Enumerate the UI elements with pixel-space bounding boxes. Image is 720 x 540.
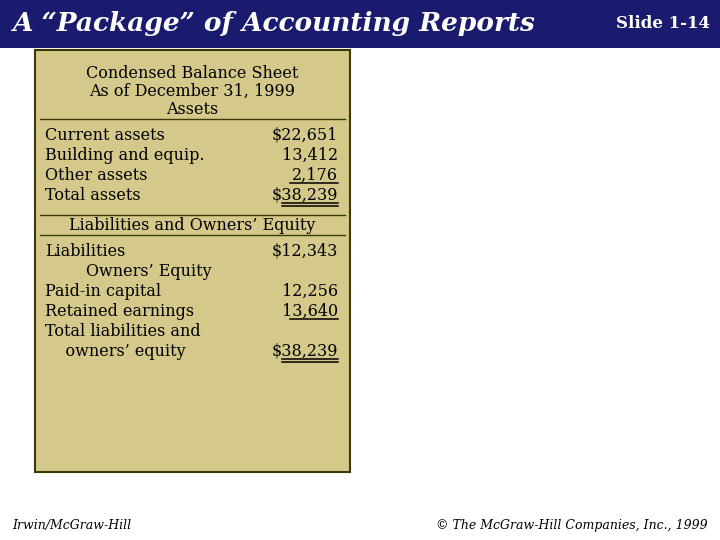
Text: Liabilities and Owners’ Equity: Liabilities and Owners’ Equity	[69, 217, 315, 233]
Text: A “Package” of Accounting Reports: A “Package” of Accounting Reports	[12, 11, 535, 37]
Text: Current assets: Current assets	[45, 126, 165, 144]
Text: As of December 31, 1999: As of December 31, 1999	[89, 83, 295, 99]
Text: owners’ equity: owners’ equity	[45, 342, 186, 360]
Bar	[0, 0, 720, 48]
Text: Other assets: Other assets	[45, 166, 148, 184]
Text: Slide 1-14: Slide 1-14	[616, 16, 710, 32]
Text: Total liabilities and: Total liabilities and	[45, 322, 201, 340]
Text: 2,176: 2,176	[292, 166, 338, 184]
Text: © The McGraw-Hill Companies, Inc., 1999: © The McGraw-Hill Companies, Inc., 1999	[436, 519, 708, 532]
Text: Paid-in capital: Paid-in capital	[45, 282, 161, 300]
Text: 13,640: 13,640	[282, 302, 338, 320]
Text: Assets: Assets	[166, 100, 219, 118]
Text: Building and equip.: Building and equip.	[45, 146, 204, 164]
Bar	[35, 50, 350, 472]
Text: 12,256: 12,256	[282, 282, 338, 300]
Text: $38,239: $38,239	[271, 342, 338, 360]
Text: $12,343: $12,343	[271, 242, 338, 260]
Text: 13,412: 13,412	[282, 146, 338, 164]
Text: Owners’ Equity: Owners’ Equity	[45, 262, 212, 280]
Text: Retained earnings: Retained earnings	[45, 302, 194, 320]
Text: Total assets: Total assets	[45, 186, 140, 204]
Text: $38,239: $38,239	[271, 186, 338, 204]
Text: Liabilities: Liabilities	[45, 242, 125, 260]
Text: Irwin/McGraw-Hill: Irwin/McGraw-Hill	[12, 519, 131, 532]
Text: Condensed Balance Sheet: Condensed Balance Sheet	[86, 65, 299, 83]
Text: $22,651: $22,651	[271, 126, 338, 144]
